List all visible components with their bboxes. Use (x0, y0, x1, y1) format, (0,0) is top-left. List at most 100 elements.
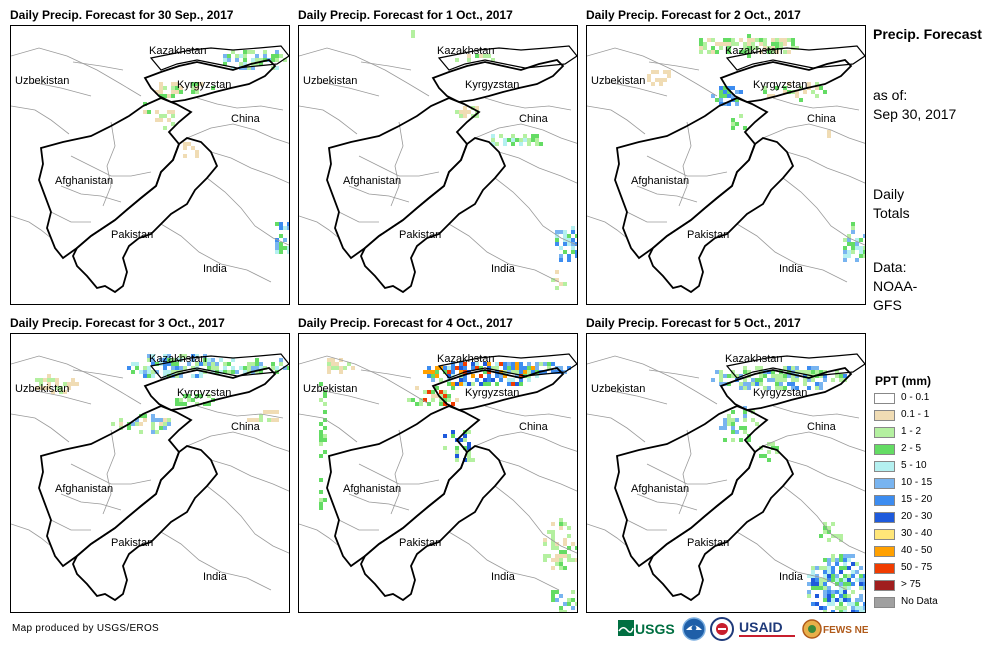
precip-cell (767, 378, 771, 382)
precip-cell (283, 58, 287, 62)
admin-boundary (358, 463, 440, 485)
precip-cell (475, 366, 479, 370)
precip-cell (447, 370, 451, 374)
precip-cell (563, 522, 567, 526)
precip-cell (451, 362, 455, 366)
precip-cell (251, 362, 255, 366)
precip-cell (767, 46, 771, 50)
precip-cell (539, 142, 543, 146)
precip-cell (179, 86, 183, 90)
admin-boundary (72, 61, 124, 71)
kazakhstan-border (437, 45, 577, 71)
precip-cell (415, 402, 419, 406)
precip-cell (775, 42, 779, 46)
precip-cell (555, 238, 559, 242)
precip-cell (251, 50, 255, 54)
precip-cell (431, 378, 435, 382)
precip-cell (739, 50, 743, 54)
precip-cell (163, 358, 167, 362)
precip-cell (279, 54, 283, 58)
precip-cell (647, 74, 651, 78)
precip-cell (835, 374, 839, 378)
country-label-afghanistan: Afghanistan (55, 175, 113, 187)
precip-cell (795, 370, 799, 374)
precip-cell (467, 446, 471, 450)
precip-cell (851, 590, 855, 594)
precip-cell (535, 366, 539, 370)
precip-cell (159, 82, 163, 86)
precip-cell (451, 370, 455, 374)
precip-cell (511, 382, 515, 386)
precip-cell (783, 38, 787, 42)
precip-cell (823, 594, 827, 598)
precip-cell (839, 566, 843, 570)
precip-cell (851, 562, 855, 566)
admin-boundary (626, 211, 667, 223)
precip-cell (319, 490, 323, 494)
legend-swatch (874, 529, 895, 540)
precip-cell (411, 34, 415, 38)
precip-cell (151, 370, 155, 374)
precip-cell (255, 366, 259, 370)
precip-cell (723, 426, 727, 430)
precip-cell (519, 374, 523, 378)
precip-cell (247, 66, 251, 70)
precip-cell (163, 362, 167, 366)
precip-cell (727, 102, 731, 106)
admin-boundary (626, 519, 667, 531)
map-frame: Kazakhstan Uzbekistan Kyrgyzstan China Afgha… (10, 333, 290, 613)
precip-cell (171, 366, 175, 370)
precip-cell (163, 94, 167, 98)
precip-cell (755, 46, 759, 50)
precip-cell (719, 86, 723, 90)
precip-cell (55, 378, 59, 382)
precip-cell (155, 430, 159, 434)
panel-title: Daily Precip. Forecast for 4 Oct., 2017 (298, 316, 513, 330)
precip-cell (559, 522, 563, 526)
precip-cell (523, 138, 527, 142)
precip-cell (779, 38, 783, 42)
admin-boundary (338, 519, 379, 531)
precip-cell (243, 54, 247, 58)
precip-cell (439, 402, 443, 406)
precip-cell (767, 386, 771, 390)
precip-cell (859, 594, 863, 598)
precip-cell (443, 394, 447, 398)
precip-cell (459, 362, 463, 366)
precip-cell (823, 578, 827, 582)
precip-cell (723, 438, 727, 442)
precip-cell (563, 282, 567, 286)
precip-cell (839, 610, 843, 612)
precip-cell (483, 54, 487, 58)
precip-cell (467, 58, 471, 62)
precip-cell (807, 82, 811, 86)
precip-cell (775, 38, 779, 42)
precip-cell (839, 578, 843, 582)
precip-cell (743, 50, 747, 54)
precip-cell (147, 370, 151, 374)
precip-cell (439, 394, 443, 398)
precip-cell (271, 410, 275, 414)
legend-swatch (874, 393, 895, 404)
precip-cell (467, 370, 471, 374)
precip-cell (167, 418, 171, 422)
precip-cell (195, 154, 199, 158)
precip-cell (275, 242, 279, 246)
precip-cell (511, 362, 515, 366)
precip-cell (567, 602, 571, 606)
precip-cell (535, 134, 539, 138)
precip-cell (559, 606, 563, 610)
precip-cell (287, 366, 289, 370)
precip-cell (487, 374, 491, 378)
precip-cell (323, 418, 327, 422)
admin-boundary (636, 493, 698, 511)
precip-cell (231, 366, 235, 370)
precip-cell (723, 422, 727, 426)
precip-cell (847, 578, 851, 582)
precip-cell (827, 526, 831, 530)
precip-cell (791, 382, 795, 386)
precip-cell (555, 242, 559, 246)
data-source-label: Data: NOAA-GFS (873, 259, 918, 313)
precip-cell (807, 590, 811, 594)
precip-cell (463, 374, 467, 378)
